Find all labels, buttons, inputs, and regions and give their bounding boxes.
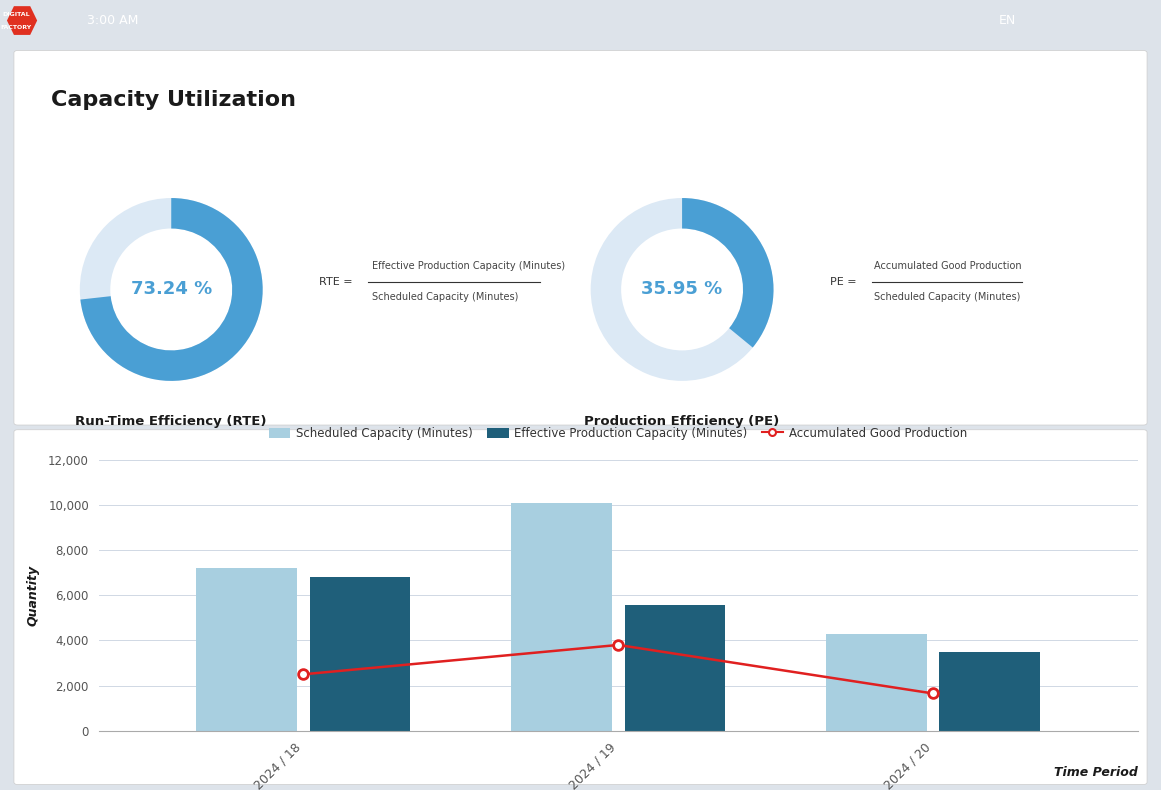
Text: 3:00 AM: 3:00 AM [87, 14, 138, 27]
Text: EN: EN [998, 14, 1016, 27]
Text: FACTORY: FACTORY [1, 25, 31, 31]
Text: Run-Time Efficiency (RTE): Run-Time Efficiency (RTE) [75, 415, 267, 427]
Wedge shape [591, 198, 773, 381]
Bar [625, 605, 726, 731]
Wedge shape [80, 198, 262, 381]
Wedge shape [683, 198, 773, 348]
Bar [196, 568, 297, 731]
Wedge shape [80, 198, 262, 381]
Text: 73.24 %: 73.24 % [131, 280, 211, 299]
Text: Scheduled Capacity (Minutes): Scheduled Capacity (Minutes) [372, 292, 518, 303]
FancyBboxPatch shape [14, 51, 1147, 425]
Text: RTE =: RTE = [319, 276, 353, 287]
Text: 35.95 %: 35.95 % [642, 280, 722, 299]
Bar [827, 634, 926, 731]
Bar [939, 652, 1040, 731]
Bar [511, 502, 612, 731]
Text: Accumulated Good Production: Accumulated Good Production [874, 261, 1022, 271]
FancyBboxPatch shape [14, 430, 1147, 784]
Text: Production Efficiency (PE): Production Efficiency (PE) [584, 415, 780, 427]
Text: DIGITAL: DIGITAL [2, 12, 30, 17]
Text: Scheduled Capacity (Minutes): Scheduled Capacity (Minutes) [874, 292, 1021, 303]
Polygon shape [7, 6, 37, 35]
Bar [310, 577, 411, 731]
Text: Capacity Utilization: Capacity Utilization [51, 90, 296, 110]
Legend: Scheduled Capacity (Minutes), Effective Production Capacity (Minutes), Accumulat: Scheduled Capacity (Minutes), Effective … [265, 423, 972, 445]
Text: Effective Production Capacity (Minutes): Effective Production Capacity (Minutes) [372, 261, 564, 271]
Y-axis label: Quantity: Quantity [27, 565, 39, 626]
Text: PE =: PE = [830, 276, 857, 287]
Text: Time Period: Time Period [1054, 766, 1138, 779]
